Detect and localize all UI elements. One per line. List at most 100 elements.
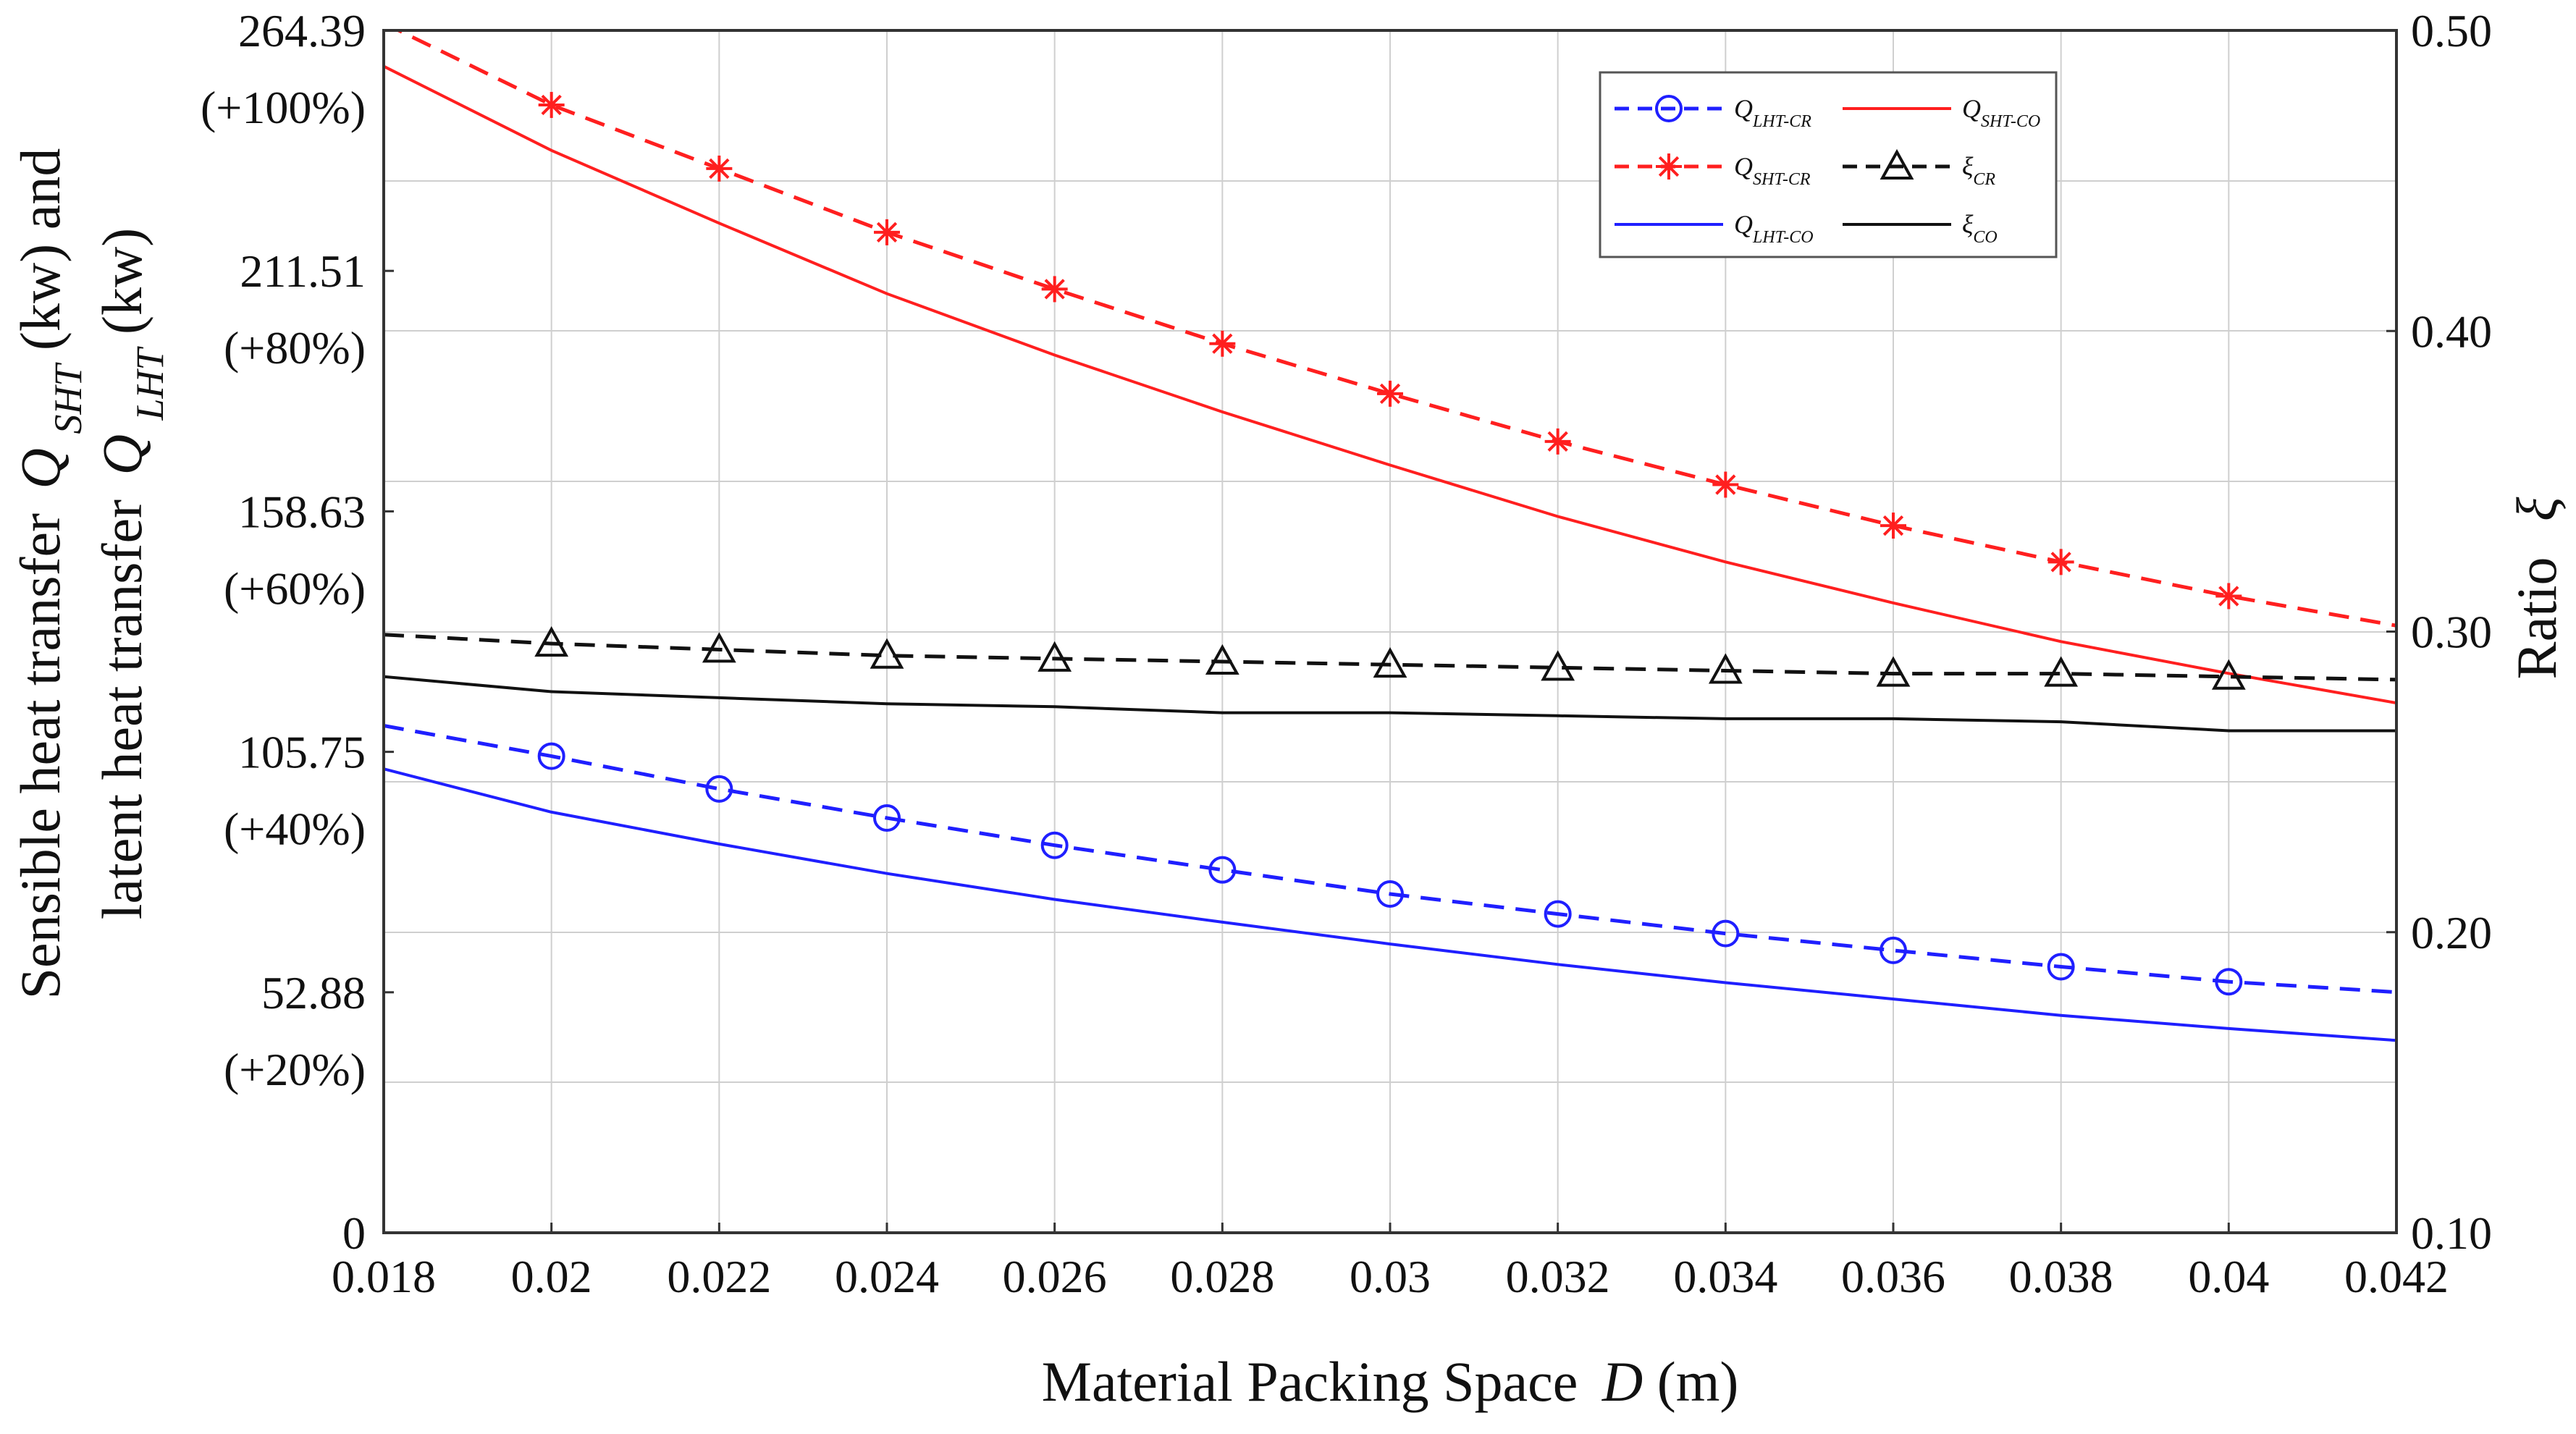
x-axis-title-symbol: D [1601,1350,1643,1413]
data-point-q-lht-cr [873,804,901,832]
left-tick-percent: (+40%) [224,804,366,855]
data-point-q-lht-cr [1376,880,1404,908]
data-point-q-lht-cr [537,742,565,770]
data-point-q-sht-cr [874,219,900,245]
data-point-xi-cr [534,625,569,657]
data-point-q-lht-cr [1880,936,1907,964]
right-tick-label: 0.50 [2411,5,2492,56]
legend-label-sub: CR [1973,170,1995,189]
legend-label-sub: CO [1973,228,1997,247]
data-point-xi-cr [1708,653,1743,684]
legend-label: QLHT-CR [1734,94,1811,131]
x-axis-title-unit: (m) [1657,1350,1739,1413]
legend-marker [1655,95,1683,122]
x-tick-label: 0.038 [2009,1251,2113,1302]
x-tick-label: 0.02 [511,1251,592,1302]
x-tick-label: 0.022 [667,1251,771,1302]
x-tick-label: 0.04 [2188,1251,2269,1302]
left-axis-title-line1-unit: (kw) and [9,148,72,350]
data-point-q-sht-cr [1544,428,1571,455]
series-line-q-sht-co [384,64,2396,705]
legend-box [1599,71,2058,258]
legend-item-xi-cr: ξCR [1843,148,1995,189]
data-point-xi-cr [1373,647,1407,678]
series-line-q-lht-co [384,767,2396,1042]
data-point-xi-cr [2044,656,2079,687]
legend-label: ξCR [1962,152,1995,189]
data-point-xi-cr [1876,656,1911,687]
legend-label-symbol: ξ [1962,152,1974,181]
x-axis-title: Material Packing Space D (m) [1042,1350,1739,1413]
data-point-xi-cr [1205,644,1239,675]
right-axis-title-text: Ratio [2505,557,2568,679]
x-axis-title-text: Material Packing Space [1042,1350,1578,1413]
left-axis-title-line2-text: latent heat transfer [91,485,153,919]
data-point-q-sht-cr [2215,583,2242,610]
data-point-q-lht-cr [1208,856,1237,884]
series-q-sht-co [384,64,2396,705]
legend-label-sub: SHT-CO [1981,112,2040,131]
data-point-q-lht-cr [1544,900,1572,928]
legend-label: ξCO [1962,210,1998,247]
legend-item-q-lht-cr: QLHT-CR [1615,94,1811,131]
right-tick-label: 0.30 [2411,607,2492,658]
legend-label-sub: LHT-CO [1752,228,1814,247]
right-tick-label: 0.20 [2411,907,2492,958]
grid [383,30,2397,1233]
left-tick-percent: (+80%) [224,322,366,374]
series-xi-cr [384,625,2396,690]
data-point-q-sht-cr [1041,276,1068,303]
left-axis-title-line2-unit: (kw) [91,228,153,334]
data-point-q-lht-cr [1040,831,1069,859]
data-point-q-sht-cr [706,155,733,182]
legend-label-symbol: Q [1962,94,1981,123]
left-axis-title-line1-sub: SHT [46,362,90,434]
x-tick-label: 0.018 [332,1251,436,1302]
legend-label: QLHT-CO [1734,210,1814,247]
legend-label-symbol: Q [1734,94,1753,123]
series-q-lht-co [384,767,2396,1042]
series-q-lht-cr [384,724,2396,996]
x-tick-label: 0.042 [2344,1251,2449,1302]
data-point-xi-cr [1541,650,1575,681]
right-tick-label: 0.10 [2411,1207,2492,1259]
left-axis-title-line2-sub: LHT [128,346,172,421]
left-tick-label: 158.63 [238,486,366,537]
left-axis-title-line1-symbol: Q [9,448,72,489]
data-point-q-lht-cr [1712,919,1740,948]
series-q-sht-cr [394,30,2396,628]
data-point-q-sht-cr [2047,549,2074,575]
x-tick-label: 0.024 [835,1251,939,1302]
left-tick-percent: (+60%) [224,562,366,614]
right-axis-title-symbol: ξ [2505,497,2568,521]
legend-label-symbol: Q [1734,210,1753,239]
legend-label-symbol: ξ [1962,210,1974,239]
left-tick-label: 0 [342,1207,366,1259]
data-point-q-lht-cr [705,775,733,803]
left-axis-title-line1-text: Sensible heat transfer [9,499,72,999]
legend-marker [1880,148,1914,180]
legend-item-q-sht-cr: QSHT-CR [1615,152,1811,189]
series-line-q-lht-cr [384,724,2396,995]
x-tick-label: 0.034 [1673,1251,1777,1302]
left-tick-label: 105.75 [238,727,366,778]
x-tick-label: 0.03 [1350,1251,1431,1302]
left-tick-label: 211.51 [240,245,366,297]
legend-item-q-sht-co: QSHT-CO [1843,94,2040,131]
left-tick-label: 264.39 [238,5,366,56]
data-point-xi-cr [702,632,736,663]
legend-label: QSHT-CR [1734,152,1811,189]
series-line-xi-cr [384,633,2396,682]
legend-item-q-lht-co: QLHT-CO [1615,210,1814,247]
x-tick-label: 0.028 [1170,1251,1274,1302]
data-point-q-lht-cr [2215,968,2243,996]
x-tick-label: 0.032 [1506,1251,1610,1302]
left-axis-title-line2: latent heat transfer Q LHT (kw) [91,228,172,920]
data-point-q-sht-cr [1209,330,1236,357]
data-point-q-sht-cr [1712,471,1739,498]
legend-marker [1656,153,1682,180]
data-point-xi-cr [2211,659,2246,690]
left-tick-label: 52.88 [261,967,366,1018]
